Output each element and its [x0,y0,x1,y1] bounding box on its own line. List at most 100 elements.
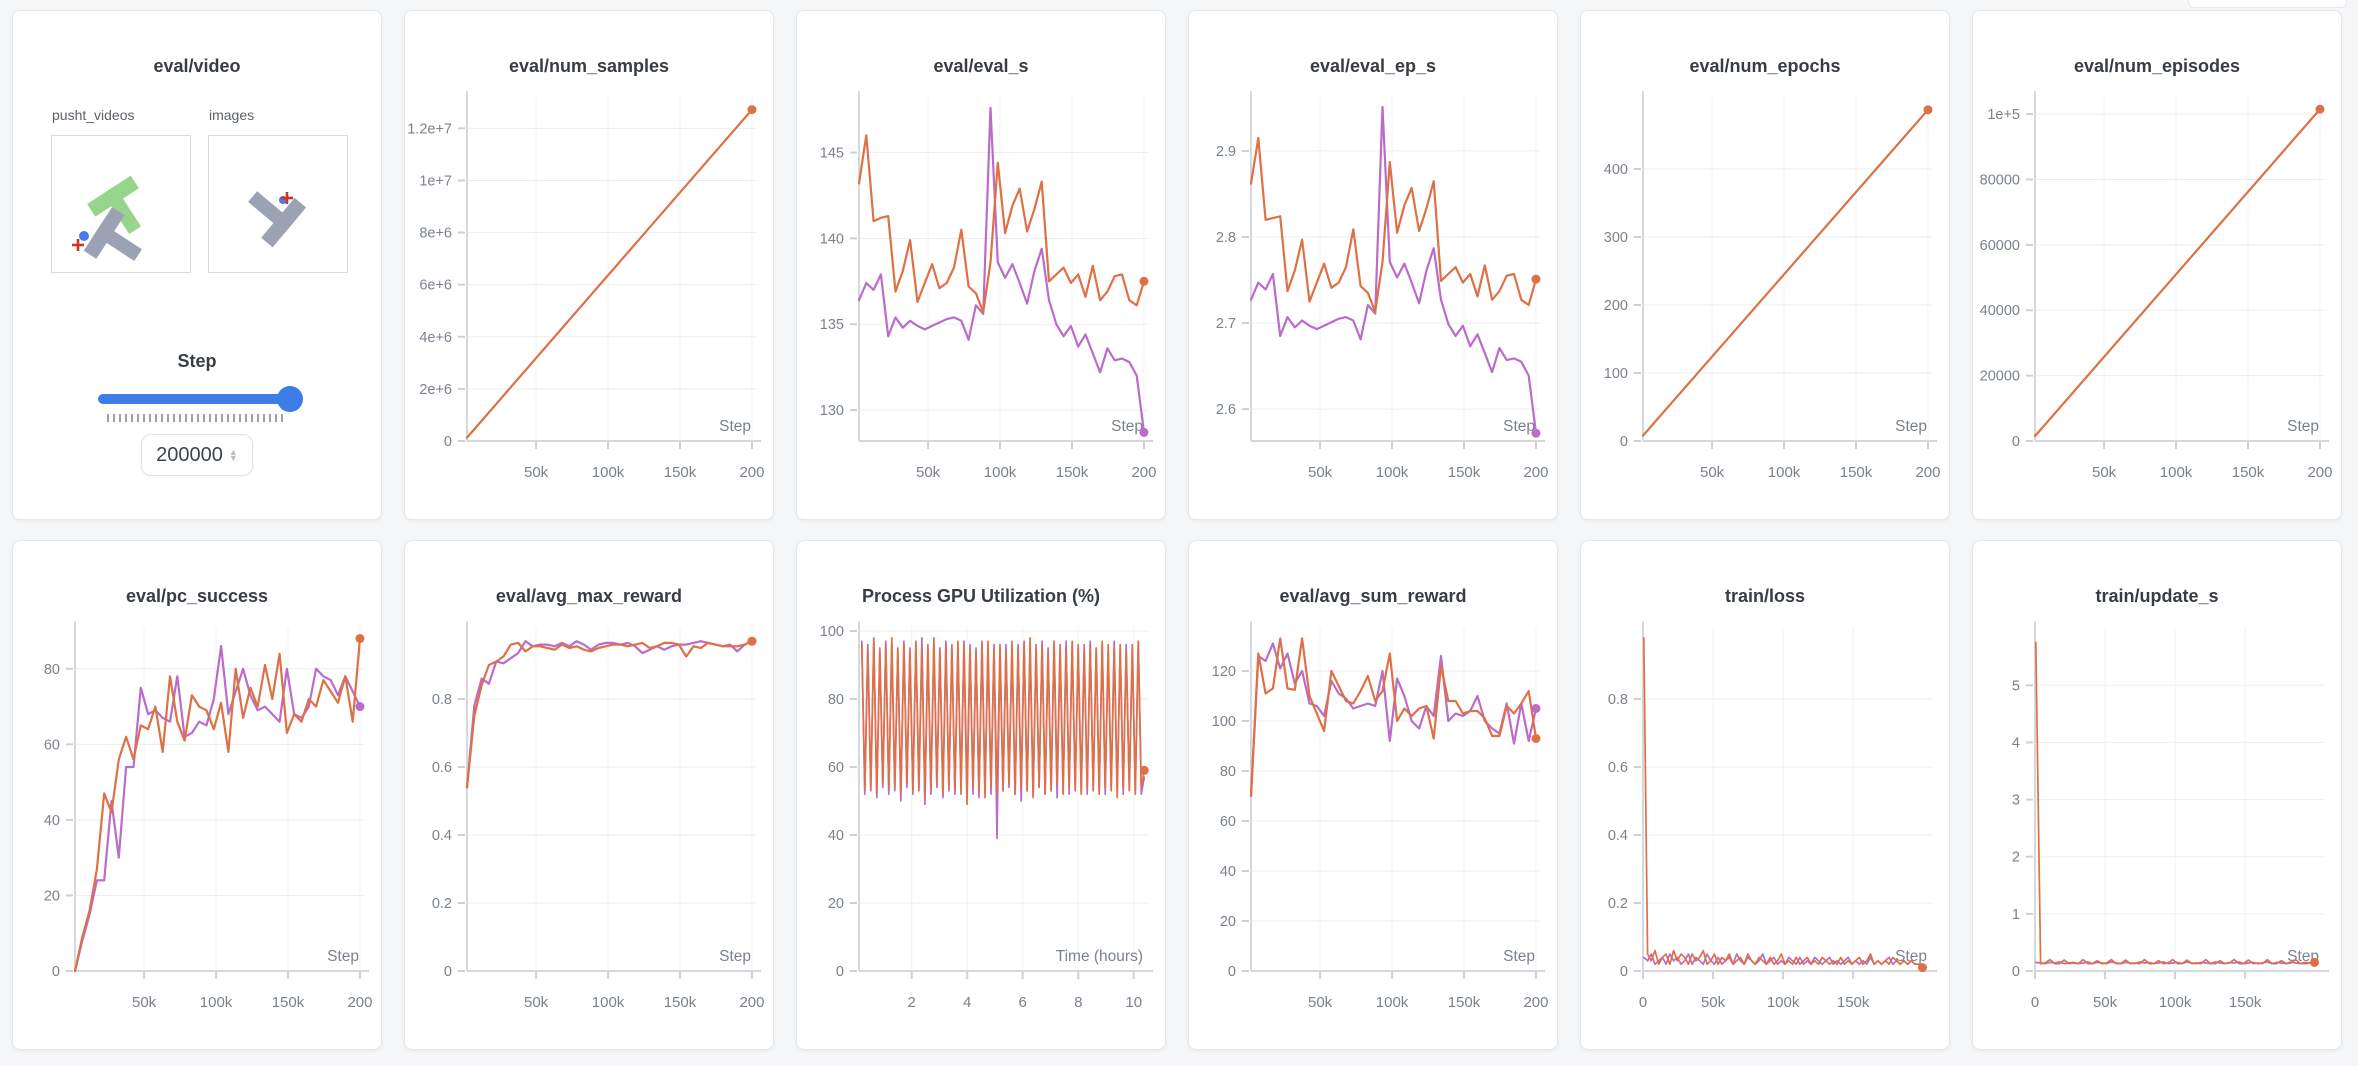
svg-text:145: 145 [820,146,844,162]
svg-text:80: 80 [1220,764,1236,780]
chart-eval-eval-ep-s: 50k 100k 150k 200 2.6 2.7 2.8 2.9 Step [1216,91,1548,481]
svg-text:Step: Step [1503,418,1535,435]
svg-text:150k: 150k [1840,464,1873,481]
chart-title: eval/avg_sum_reward [1279,586,1467,606]
goal-cross-icon [72,239,84,251]
svg-text:100k: 100k [1376,994,1409,1011]
svg-text:0: 0 [836,964,844,980]
panel-eval-num-samples[interactable]: eval/num_samples 50k 100k 150k 200 0 2e+6 4e+6… [404,10,774,520]
svg-text:100k: 100k [200,994,233,1011]
chart-title: eval/num_samples [508,56,670,76]
chart-eval-pc-success: 50k 100k 150k 200 0 20 40 60 80 Step [44,621,372,1011]
svg-text:300: 300 [1604,230,1628,246]
svg-text:1.2e+7: 1.2e+7 [407,121,452,137]
svg-text:0: 0 [444,964,452,980]
svg-text:50k: 50k [1308,994,1333,1011]
svg-text:Time (hours): Time (hours) [1056,948,1143,965]
svg-text:150k: 150k [1837,994,1870,1011]
svg-text:2.7: 2.7 [1216,316,1236,332]
svg-text:20: 20 [828,896,844,912]
pusht-env-render [248,191,307,248]
svg-text:0.6: 0.6 [432,760,452,776]
chart-title: train/update_s [2095,586,2219,606]
svg-text:0: 0 [1228,964,1236,980]
panel-train-loss[interactable]: train/loss 0 50k 100k 150k 0 0.2 0.4 0.6 0.8 Step [1580,540,1950,1050]
chart-eval-avg-sum-reward: 50k 100k 150k 200 0 20 40 60 80 100 120 Step [1212,621,1548,1011]
svg-text:140: 140 [820,231,844,247]
svg-text:50k: 50k [132,994,157,1011]
svg-text:150k: 150k [2232,464,2265,481]
block-t-shape [248,191,307,248]
panel-train-update-s[interactable]: train/update_s 0 50k 100k 150k 0 1 2 3 4 5 Step [1972,540,2342,1050]
svg-text:60: 60 [1220,814,1236,830]
panel-process-gpu-utilization[interactable]: Process GPU Utilization (%) 2 4 6 8 10 0 20 40 6… [796,540,1166,1050]
block-t-shape [83,207,142,261]
svg-text:4e+6: 4e+6 [419,330,452,346]
chart-title: eval/eval_ep_s [1309,56,1437,76]
svg-text:0: 0 [52,964,60,980]
svg-text:100k: 100k [1767,994,1800,1011]
svg-text:0.8: 0.8 [432,692,452,708]
panel-eval-num-episodes[interactable]: eval/num_episodes 50k 100k 150k 200 0 20000 40… [1972,10,2342,520]
svg-text:0: 0 [1639,994,1647,1011]
svg-text:Step: Step [1503,948,1535,965]
svg-text:6e+6: 6e+6 [419,278,452,294]
svg-text:10: 10 [1125,994,1142,1011]
panel-eval-avg-max-reward[interactable]: eval/avg_max_reward 50k 100k 150k 200 0 0.2 0.… [404,540,774,1050]
svg-text:2.9: 2.9 [1216,144,1236,160]
images-thumbnail[interactable] [208,135,348,273]
panel-eval-num-epochs[interactable]: eval/num_epochs 50k 100k 150k 200 0 100 200 300… [1580,10,1950,520]
agent-dot [79,231,89,241]
svg-text:40000: 40000 [1980,303,2020,319]
svg-text:80: 80 [44,662,60,678]
svg-text:100k: 100k [592,464,625,481]
svg-text:Step: Step [1111,418,1143,435]
chart-title: eval/pc_success [125,586,269,606]
panel-eval-video[interactable]: eval/video pusht_videos [12,10,382,520]
media-item-pusht-videos: pusht_videos [51,107,191,273]
svg-text:150k: 150k [1056,464,1089,481]
target-t-shape [87,175,141,234]
panel-title: eval/video [153,56,241,76]
slider-track[interactable] [98,394,296,404]
step-number-input[interactable]: 200000 ▲ ▼ [141,434,253,476]
svg-text:60: 60 [828,760,844,776]
svg-text:150k: 150k [664,464,697,481]
svg-text:50k: 50k [1700,464,1725,481]
svg-text:200: 200 [739,994,764,1011]
svg-text:120: 120 [1212,664,1236,680]
svg-text:0: 0 [2031,994,2039,1011]
svg-text:5: 5 [2012,678,2020,694]
panel-eval-eval-ep-s[interactable]: eval/eval_ep_s 50k 100k 150k 200 2.6 2.7 2.8 2.… [1188,10,1558,520]
step-slider-label: Step [177,351,217,371]
svg-text:20: 20 [1220,914,1236,930]
panel-eval-avg-sum-reward[interactable]: eval/avg_sum_reward 50k 100k 150k 200 0 20 40 6… [1188,540,1558,1050]
slider-handle[interactable] [277,386,303,412]
svg-text:200: 200 [739,464,764,481]
svg-text:4: 4 [963,994,971,1011]
svg-text:2: 2 [2012,850,2020,866]
stepper-arrows-icon[interactable]: ▲ ▼ [228,447,238,463]
chart-title: eval/eval_s [933,56,1029,76]
pusht-video-thumbnail[interactable] [51,135,191,273]
media-label: images [209,107,255,123]
svg-text:0: 0 [444,434,452,450]
svg-text:200: 200 [1604,298,1628,314]
panel-eval-pc-success[interactable]: eval/pc_success 50k 100k 150k 200 0 20 40 60 80 S… [12,540,382,1050]
goal-cross-icon [281,192,293,204]
svg-text:0: 0 [1620,434,1628,450]
step-slider[interactable] [98,386,303,412]
panel-eval-eval-s[interactable]: eval/eval_s 50k 100k 150k 200 130 135 140 145 St… [796,10,1166,520]
svg-text:40: 40 [44,813,60,829]
svg-text:200: 200 [1131,464,1156,481]
svg-text:0: 0 [2012,434,2020,450]
svg-text:135: 135 [820,317,844,333]
slider-tick-marks [107,414,287,422]
svg-text:0.4: 0.4 [432,828,452,844]
svg-text:0.6: 0.6 [1608,760,1628,776]
chart-eval-num-epochs: 50k 100k 150k 200 0 100 200 300 400 Step [1604,91,1940,481]
svg-text:50k: 50k [916,464,941,481]
partial-panel-edge [2188,0,2347,8]
